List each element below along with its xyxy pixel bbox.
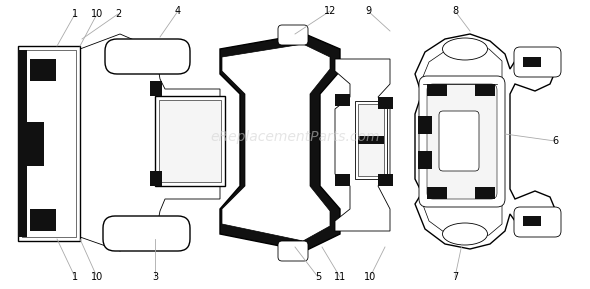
Polygon shape <box>80 34 220 251</box>
Bar <box>378 97 393 109</box>
Bar <box>30 209 56 231</box>
Bar <box>427 187 447 199</box>
Polygon shape <box>220 34 340 251</box>
Bar <box>523 57 541 67</box>
Text: 7: 7 <box>452 272 458 282</box>
Bar <box>358 104 384 176</box>
Text: 1: 1 <box>72 9 78 19</box>
FancyBboxPatch shape <box>105 39 190 74</box>
Ellipse shape <box>442 223 487 245</box>
Text: 10: 10 <box>91 9 103 19</box>
Text: 3: 3 <box>152 272 158 282</box>
Text: 6: 6 <box>552 136 558 146</box>
Polygon shape <box>420 44 502 240</box>
Polygon shape <box>335 59 390 231</box>
Text: 1: 1 <box>72 272 78 282</box>
FancyBboxPatch shape <box>439 111 479 171</box>
Text: 2: 2 <box>115 9 121 19</box>
Bar <box>378 174 393 186</box>
Bar <box>30 59 56 81</box>
Bar <box>355 101 387 179</box>
Bar <box>26 122 44 166</box>
Text: 11: 11 <box>334 272 346 282</box>
Text: 9: 9 <box>365 6 371 16</box>
FancyBboxPatch shape <box>103 216 190 251</box>
Bar <box>523 216 541 226</box>
Bar <box>22 50 76 237</box>
Bar <box>150 81 162 96</box>
FancyBboxPatch shape <box>514 47 561 77</box>
Polygon shape <box>415 34 555 249</box>
Text: 12: 12 <box>324 6 336 16</box>
Text: 8: 8 <box>452 6 458 16</box>
Bar <box>155 96 225 186</box>
Text: 10: 10 <box>364 272 376 282</box>
Bar <box>358 136 384 144</box>
Bar <box>475 84 495 96</box>
Bar <box>18 46 80 241</box>
FancyBboxPatch shape <box>514 207 561 237</box>
Text: eReplacementParts.com: eReplacementParts.com <box>210 130 380 144</box>
Ellipse shape <box>442 38 487 60</box>
Text: 10: 10 <box>91 272 103 282</box>
FancyBboxPatch shape <box>278 25 308 45</box>
Bar <box>159 100 221 182</box>
Polygon shape <box>222 44 330 241</box>
FancyBboxPatch shape <box>278 241 308 261</box>
Bar <box>150 171 162 186</box>
Text: 4: 4 <box>175 6 181 16</box>
Bar <box>335 174 350 186</box>
FancyBboxPatch shape <box>427 84 497 199</box>
Bar <box>475 187 495 199</box>
Bar <box>418 116 432 134</box>
Text: 5: 5 <box>315 272 321 282</box>
Bar <box>18 50 27 237</box>
Bar <box>335 94 350 106</box>
FancyBboxPatch shape <box>419 76 505 207</box>
Bar <box>427 84 447 96</box>
Bar <box>418 151 432 169</box>
